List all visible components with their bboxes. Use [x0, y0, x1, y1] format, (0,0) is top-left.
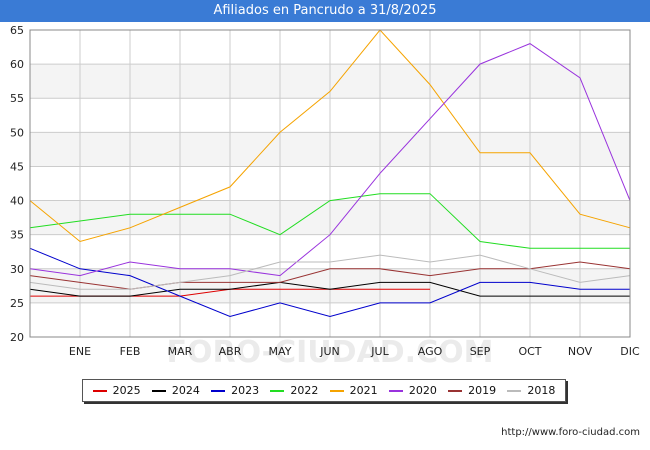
legend-item-2021: 2021: [329, 384, 378, 397]
x-tick-label: NOV: [568, 345, 593, 358]
series-line-2020: [29, 43, 631, 277]
y-tick-label: 25: [10, 297, 24, 310]
legend-swatch: [448, 389, 463, 392]
series-line-2024: [29, 281, 630, 297]
legend-label: 2019: [468, 384, 497, 397]
legend-swatch: [388, 389, 403, 392]
legend-item-2025: 2025: [92, 384, 141, 397]
line-chart: FORO-CIUDAD.COM 20 25 30 35 40 45 50 55 60 65 ENE F…: [10, 24, 640, 370]
legend-label: 2021: [349, 384, 378, 397]
x-tick-label: DIC: [620, 345, 640, 358]
plot-frame: [29, 29, 631, 338]
series-line-2018: [29, 254, 631, 290]
legend-label: 2023: [231, 384, 260, 397]
legend-label: 2025: [112, 384, 141, 397]
legend-label: 2018: [527, 384, 556, 397]
legend-label: 2024: [171, 384, 200, 397]
x-tick-label: SEP: [470, 345, 491, 358]
x-tick-label: JUN: [319, 345, 340, 358]
y-tick-label: 20: [10, 331, 24, 344]
y-tick-label: 55: [10, 92, 24, 105]
legend-swatch: [270, 389, 285, 392]
series-line-2021: [29, 29, 631, 243]
y-tick-label: 35: [10, 229, 24, 242]
y-tick-label: 30: [10, 263, 24, 276]
y-tick-label: 40: [10, 195, 24, 208]
series-line-2023: [29, 247, 630, 318]
legend-item-2022: 2022: [270, 384, 318, 397]
legend-item-2020: 2020: [388, 384, 437, 397]
x-tick-label: OCT: [518, 345, 541, 358]
y-tick-label: 45: [10, 160, 24, 173]
chart-title: Afiliados en Pancrudo a 31/8/2025: [0, 0, 650, 22]
legend-item-2018: 2018: [507, 384, 555, 397]
x-tick-label: JUL: [370, 345, 389, 358]
legend-swatch: [507, 389, 522, 392]
legend-swatch: [329, 389, 344, 392]
x-tick-label: MAY: [269, 345, 292, 358]
legend-label: 2020: [408, 384, 437, 397]
legend-item-2023: 2023: [211, 384, 259, 397]
legend-item-2024: 2024: [151, 384, 200, 397]
x-tick-label: ABR: [219, 345, 242, 358]
legend-label: 2022: [290, 384, 319, 397]
y-tick-label: 50: [10, 126, 24, 139]
legend-swatch: [211, 389, 226, 392]
watermark: FORO-CIUDAD.COM: [167, 335, 494, 370]
x-tick-label: MAR: [168, 345, 193, 358]
x-tick-label: ENE: [69, 345, 91, 358]
x-tick-label: FEB: [120, 345, 141, 358]
y-tick-label: 65: [10, 24, 24, 37]
y-tick-label: 60: [10, 58, 24, 71]
series-lines: [29, 29, 631, 318]
legend-swatch: [151, 389, 166, 392]
axis-ticks: 20 25 30 35 40 45 50 55 60 65 ENE FEB MAR ABR MAY JUN JU…: [10, 24, 640, 358]
legend-item-2019: 2019: [448, 384, 496, 397]
source-url: http://www.foro-ciudad.com: [501, 427, 640, 438]
x-tick-label: AGO: [418, 345, 443, 358]
legend: 2025 2024 2023 2022 2021 2020 2019 2018: [82, 379, 566, 402]
series-line-2022: [29, 193, 630, 249]
legend-swatch: [92, 389, 107, 392]
